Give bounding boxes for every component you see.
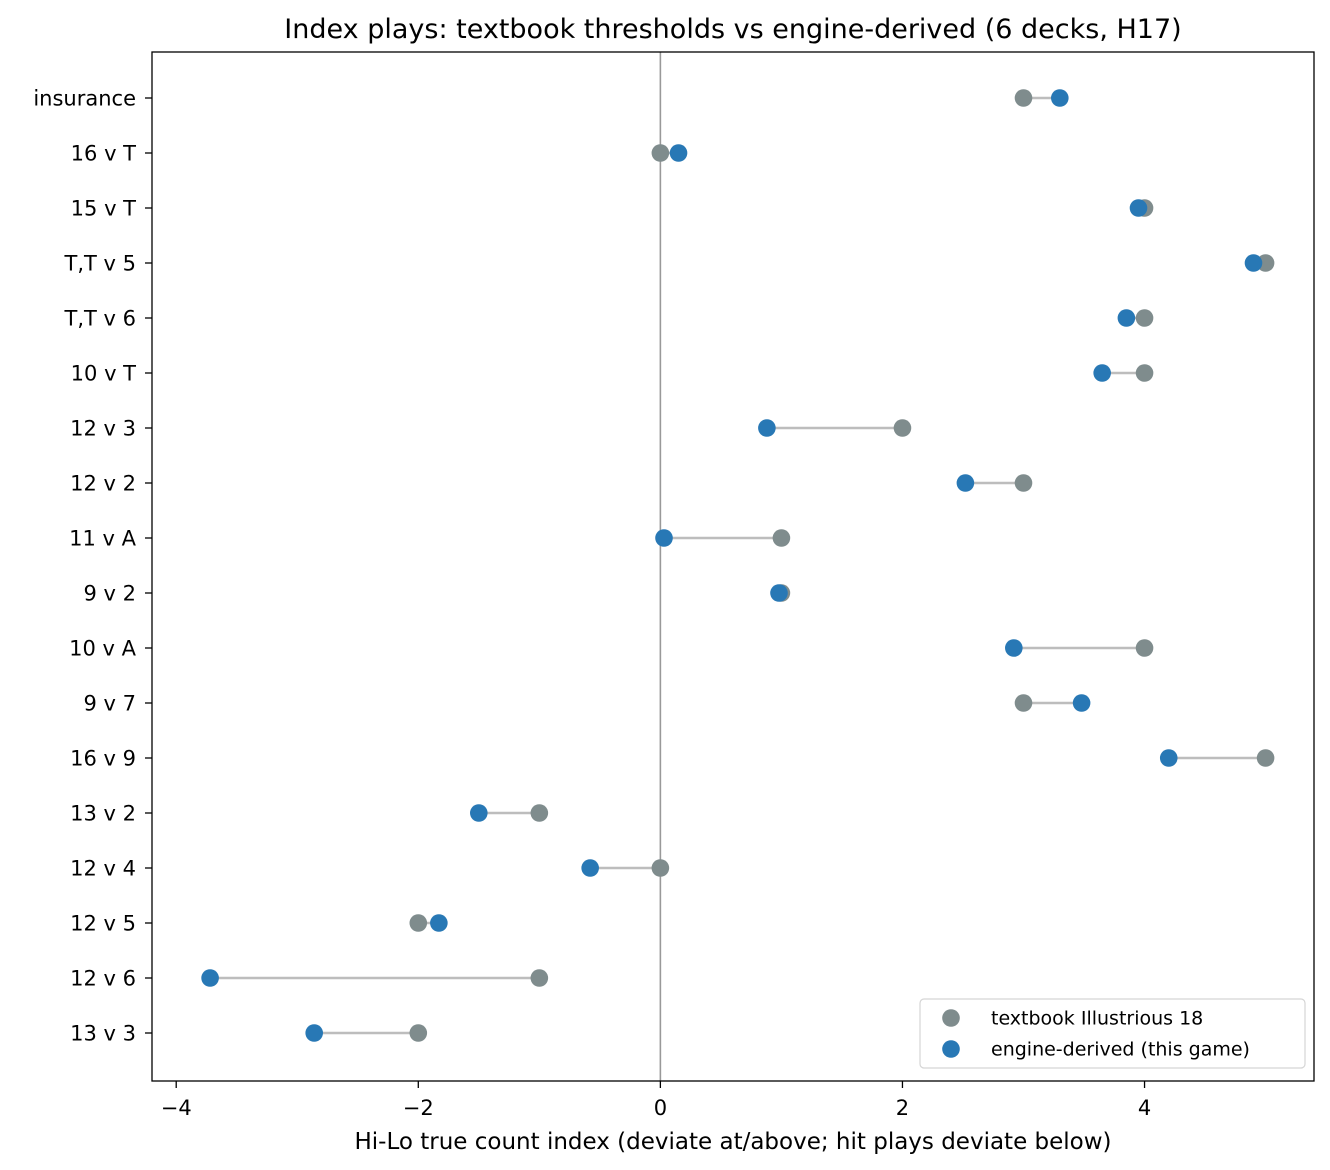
y-tick-label: 12 v 2: [70, 472, 136, 496]
y-tick-label: 12 v 5: [70, 912, 136, 936]
engine-point: [1072, 694, 1091, 712]
textbook-point: [893, 419, 912, 437]
textbook-point: [1256, 749, 1275, 767]
x-axis-title: Hi-Lo true count index (deviate at/above…: [354, 1129, 1111, 1155]
engine-point: [655, 529, 673, 547]
textbook-point: [1014, 89, 1033, 107]
y-tick-label: 12 v 3: [70, 417, 136, 441]
y-tick-label: insurance: [33, 87, 136, 111]
engine-point: [956, 474, 975, 492]
legend-marker: [942, 1040, 960, 1058]
engine-point: [201, 969, 219, 987]
y-tick-label: 10 v T: [71, 362, 137, 386]
y-tick-label: 9 v 7: [84, 692, 137, 716]
chart-title: Index plays: textbook thresholds vs engi…: [284, 14, 1181, 45]
x-tick-label: 0: [654, 1096, 667, 1120]
x-tick-label: −2: [403, 1096, 434, 1120]
engine-point: [305, 1024, 323, 1042]
x-tick-label: −4: [161, 1096, 192, 1120]
engine-point: [1129, 199, 1148, 217]
y-tick-label: T,T v 6: [64, 307, 136, 331]
engine-point: [430, 914, 448, 932]
legend-label: textbook Illustrious 18: [991, 1008, 1203, 1030]
textbook-point: [651, 144, 670, 162]
y-tick-label: 15 v T: [71, 197, 137, 221]
y-tick-label: 12 v 4: [70, 857, 136, 881]
textbook-point: [1135, 309, 1154, 327]
textbook-point: [409, 1024, 428, 1042]
engine-point: [770, 584, 788, 602]
y-tick-label: 13 v 2: [70, 802, 136, 826]
legend-box: [919, 998, 1306, 1069]
x-tick-label: 4: [1138, 1096, 1151, 1120]
textbook-point: [1256, 254, 1275, 272]
engine-point: [581, 859, 599, 877]
y-tick-label: 11 v A: [69, 527, 137, 551]
plot-area: [201, 52, 1275, 1081]
y-tick-label: 13 v 3: [70, 1022, 136, 1046]
engine-point: [1244, 254, 1263, 272]
legend-label: engine-derived (this game): [991, 1039, 1250, 1061]
engine-point: [669, 144, 688, 162]
textbook-point: [772, 529, 791, 547]
textbook-point: [1135, 639, 1154, 657]
textbook-point: [651, 859, 670, 877]
textbook-point: [530, 804, 549, 822]
y-tick-label: T,T v 5: [64, 252, 136, 276]
engine-point: [1093, 364, 1111, 382]
textbook-point: [530, 969, 549, 987]
engine-point: [1005, 639, 1023, 657]
textbook-point: [409, 914, 428, 932]
legend: textbook Illustrious 18 engine-derived (t…: [919, 998, 1306, 1069]
plot-frame: [151, 51, 1315, 1082]
x-tick-label: 2: [896, 1096, 909, 1120]
y-tick-label: 10 v A: [69, 637, 137, 661]
engine-point: [1117, 309, 1136, 327]
engine-point: [758, 419, 776, 437]
engine-point: [1051, 89, 1069, 107]
y-tick-label: 9 v 2: [84, 582, 137, 606]
textbook-point: [1135, 364, 1154, 382]
legend-marker: [942, 1009, 960, 1027]
y-tick-label: 16 v 9: [70, 747, 136, 771]
engine-point: [470, 804, 488, 822]
axes: insurance 16 v T 15 v T T,T v 5 T,T v 6 10 v …: [33, 87, 1151, 1121]
textbook-point: [1014, 474, 1033, 492]
y-tick-label: 12 v 6: [70, 967, 136, 991]
y-tick-label: 16 v T: [71, 142, 137, 166]
engine-point: [1159, 749, 1178, 767]
textbook-point: [1014, 694, 1033, 712]
